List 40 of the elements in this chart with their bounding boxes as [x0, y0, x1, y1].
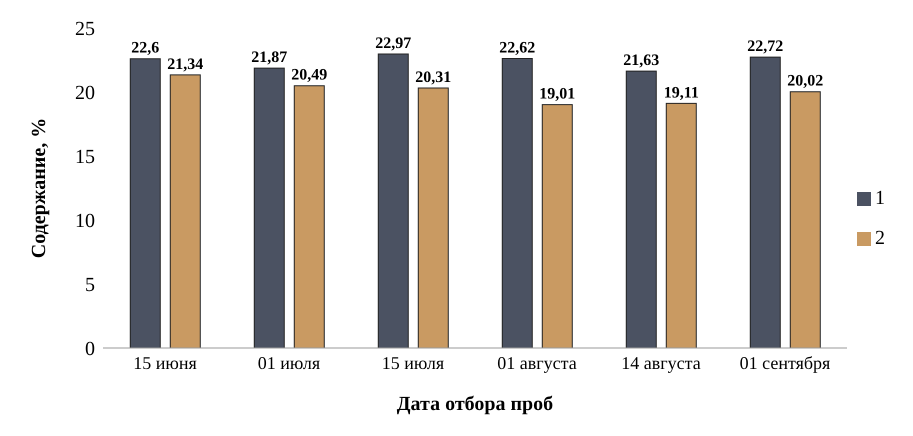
y-tick-label: 10 — [75, 210, 95, 232]
bar — [170, 74, 201, 348]
x-tick-label: 14 августа — [621, 352, 701, 373]
data-label: 20,31 — [415, 69, 452, 86]
y-tick-label: 20 — [75, 82, 95, 104]
bar — [418, 88, 449, 348]
bar — [254, 68, 285, 348]
x-axis-title: Дата отбора проб — [396, 393, 554, 415]
data-label: 22,6 — [131, 40, 160, 57]
data-label: 21,63 — [623, 52, 660, 70]
x-tick-label: 01 сентября — [740, 352, 830, 373]
y-axis-title: Содержание, % — [28, 118, 50, 258]
y-tick-label: 5 — [85, 274, 95, 296]
bar — [626, 70, 657, 348]
x-tick-label: 01 июля — [258, 352, 320, 373]
data-label: 22,62 — [499, 39, 536, 56]
bar — [378, 53, 409, 348]
bar — [666, 102, 697, 348]
data-label: 21,34 — [167, 56, 204, 73]
data-label: 21,87 — [251, 49, 288, 66]
bar — [542, 104, 573, 348]
data-label: 22,72 — [747, 38, 784, 56]
y-tick-label: 25 — [75, 18, 95, 40]
legend-label: 2 — [875, 227, 885, 249]
data-label: 22,97 — [375, 34, 412, 52]
x-tick-label: 15 июля — [382, 352, 444, 373]
bar — [502, 58, 533, 348]
data-label: 20,02 — [787, 72, 824, 90]
x-tick-label: 15 июня — [133, 352, 197, 373]
bar — [750, 56, 781, 348]
data-label: 20,49 — [291, 66, 328, 84]
bar — [130, 58, 161, 348]
bar — [294, 85, 325, 348]
x-tick-label: 01 августа — [497, 352, 577, 373]
legend-label: 1 — [875, 187, 885, 209]
y-tick-label: 15 — [75, 146, 95, 168]
data-label: 19,11 — [664, 84, 699, 102]
data-label: 19,01 — [539, 86, 576, 103]
y-tick-label: 0 — [85, 338, 95, 360]
bar — [790, 91, 821, 348]
